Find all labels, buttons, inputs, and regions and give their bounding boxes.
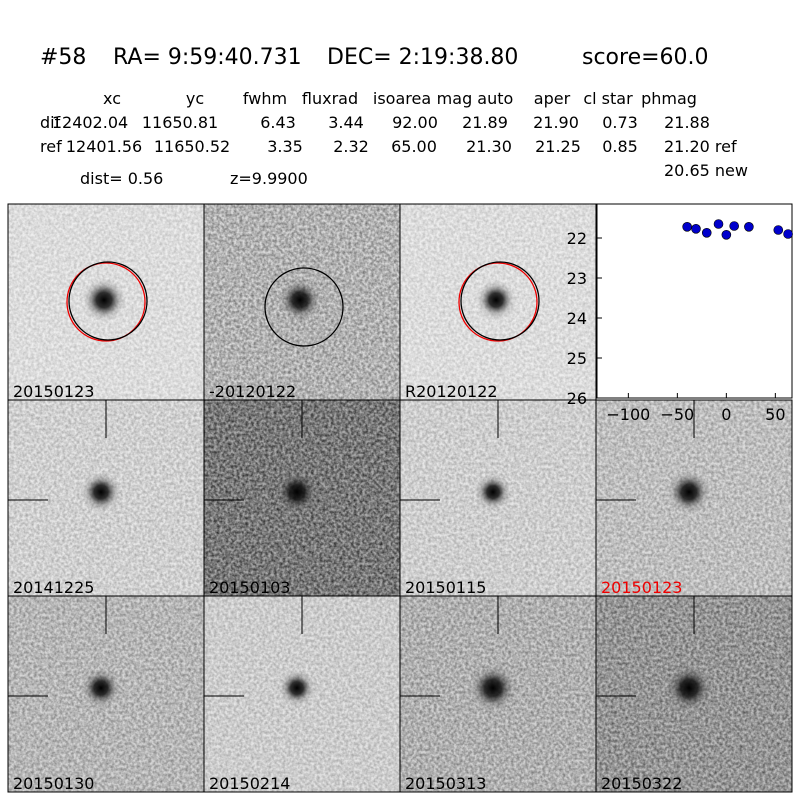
image-stamp: 20150313: [399, 595, 597, 793]
stamp-label: 20150130: [13, 774, 94, 793]
x-tick-label: −50: [660, 405, 694, 424]
stamp-label: 20141225: [13, 578, 94, 597]
stamp-label: 20150103: [209, 578, 290, 597]
x-tick-label: 0: [721, 405, 731, 424]
column-header: aper: [534, 89, 571, 108]
x-tick-label: 50: [765, 405, 785, 424]
y-tick-label: 23: [567, 269, 587, 288]
candidate-id: #58: [40, 45, 86, 70]
stamp-label: 20150322: [601, 774, 682, 793]
source: [279, 670, 315, 706]
column-header: phmag: [641, 89, 697, 108]
image-stamp: 20150214: [203, 595, 401, 793]
column-header: isoarea: [373, 89, 431, 108]
table-cell: 21.89: [462, 113, 508, 132]
table-cell: 3.35: [267, 137, 303, 156]
table-cell: 2.32: [333, 137, 369, 156]
table-cell: 21.25: [535, 137, 581, 156]
table-cell: 21.90: [533, 113, 579, 132]
data-point: [682, 222, 692, 232]
ra: RA= 9:59:40.731: [113, 45, 302, 70]
image-stamp: R20120122: [399, 203, 597, 401]
stamp-label: R20120122: [405, 382, 498, 401]
source: [469, 664, 517, 712]
source: [81, 472, 121, 512]
table-cell: 12402.04: [52, 113, 128, 132]
image-stamp: 20150115: [399, 399, 597, 597]
source: [275, 470, 319, 514]
stamp-frame: [595, 595, 793, 793]
data-point: [691, 224, 701, 234]
table-cell: 21.30: [466, 137, 512, 156]
dist: dist= 0.56: [80, 169, 163, 188]
aperture-red: [458, 262, 538, 342]
image-stamp: 20141225: [7, 399, 205, 597]
table-cell: 11650.81: [142, 113, 218, 132]
plot-area: [596, 203, 793, 399]
source: [667, 470, 711, 514]
row-label: dif: [40, 113, 61, 132]
redshift: z=9.9900: [230, 169, 308, 188]
score: score=60.0: [582, 45, 709, 70]
image-stamp: 20150123: [7, 203, 205, 401]
image-stamp: 20150103: [203, 399, 401, 597]
dec: DEC= 2:19:38.80: [327, 45, 518, 70]
y-tick-label: 25: [567, 349, 587, 368]
column-header: fwhm: [243, 89, 287, 108]
source: [81, 668, 121, 708]
table-cell: 92.00: [392, 113, 438, 132]
table-cell: 6.43: [260, 113, 296, 132]
column-header: fluxrad: [302, 89, 358, 108]
column-header: xc: [103, 89, 121, 108]
x-tick-label: −100: [606, 405, 650, 424]
data-point: [783, 229, 793, 239]
y-tick-label: 26: [567, 389, 587, 408]
stamp-label: 20150115: [405, 578, 486, 597]
table-cell: 0.85: [602, 137, 638, 156]
stamp-label: -20120122: [209, 382, 296, 401]
table-cell: 21.20 ref: [664, 137, 737, 156]
data-point: [701, 228, 712, 238]
aperture: [460, 261, 540, 341]
image-stamp: -20120122: [203, 203, 401, 401]
stamp-label: 20150123: [601, 578, 682, 597]
table-cell: 65.00: [391, 137, 437, 156]
image-stamp: 20150130: [7, 595, 205, 793]
table-cell: 21.88: [664, 113, 710, 132]
data-point: [773, 225, 784, 235]
aperture-red: [66, 262, 146, 342]
source: [82, 278, 126, 322]
source: [476, 280, 516, 320]
source: [278, 278, 322, 322]
table-cell: 12401.56: [66, 137, 142, 156]
aperture: [68, 261, 148, 341]
stamp-label: 20150214: [209, 774, 290, 793]
image-stamp: 20150322: [595, 595, 793, 793]
table-cell: 11650.52: [154, 137, 230, 156]
y-tick-label: 24: [567, 309, 587, 328]
data-point: [713, 219, 724, 229]
column-header: yc: [186, 89, 204, 108]
data-point: [744, 222, 754, 232]
table-cell: 3.44: [328, 113, 364, 132]
table-cell: 0.73: [602, 113, 638, 132]
data-point: [721, 230, 732, 240]
column-header: mag auto: [437, 89, 514, 108]
column-header: cl star: [583, 89, 633, 108]
source: [665, 664, 713, 712]
stamp-label: 20150313: [405, 774, 486, 793]
y-tick-label: 22: [567, 229, 587, 248]
aperture: [264, 267, 344, 347]
data-point: [729, 221, 739, 231]
new-mag: 20.65 new: [664, 161, 748, 180]
source: [475, 474, 511, 510]
image-stamp: 20150123: [595, 399, 793, 597]
row-label: ref: [40, 137, 62, 156]
stamp-label: 20150123: [13, 382, 94, 401]
